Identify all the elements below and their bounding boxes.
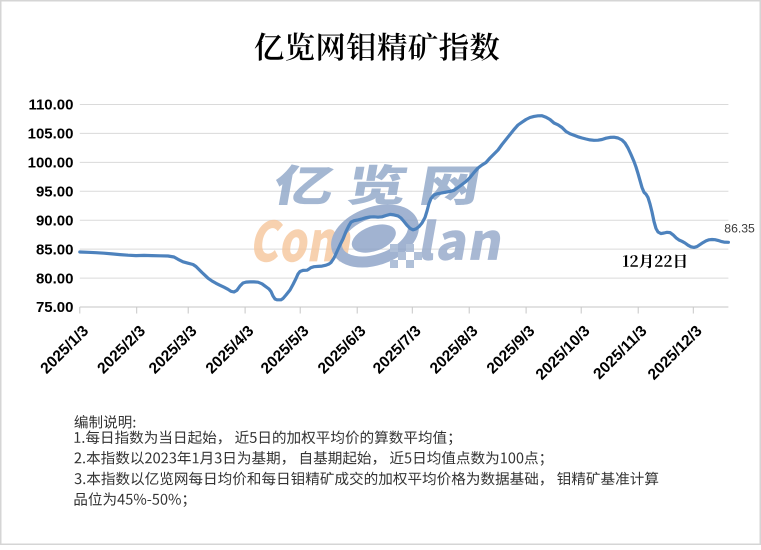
svg-text:86.35: 86.35	[724, 222, 755, 236]
svg-text:80.00: 80.00	[36, 270, 74, 287]
svg-text:105.00: 105.00	[28, 126, 74, 143]
svg-text:110.00: 110.00	[28, 97, 73, 114]
svg-text:90.00: 90.00	[36, 212, 74, 229]
svg-text:75.00: 75.00	[36, 299, 74, 316]
svg-text:95.00: 95.00	[36, 184, 74, 201]
svg-text:85.00: 85.00	[36, 241, 74, 258]
svg-text:100.00: 100.00	[28, 155, 74, 172]
